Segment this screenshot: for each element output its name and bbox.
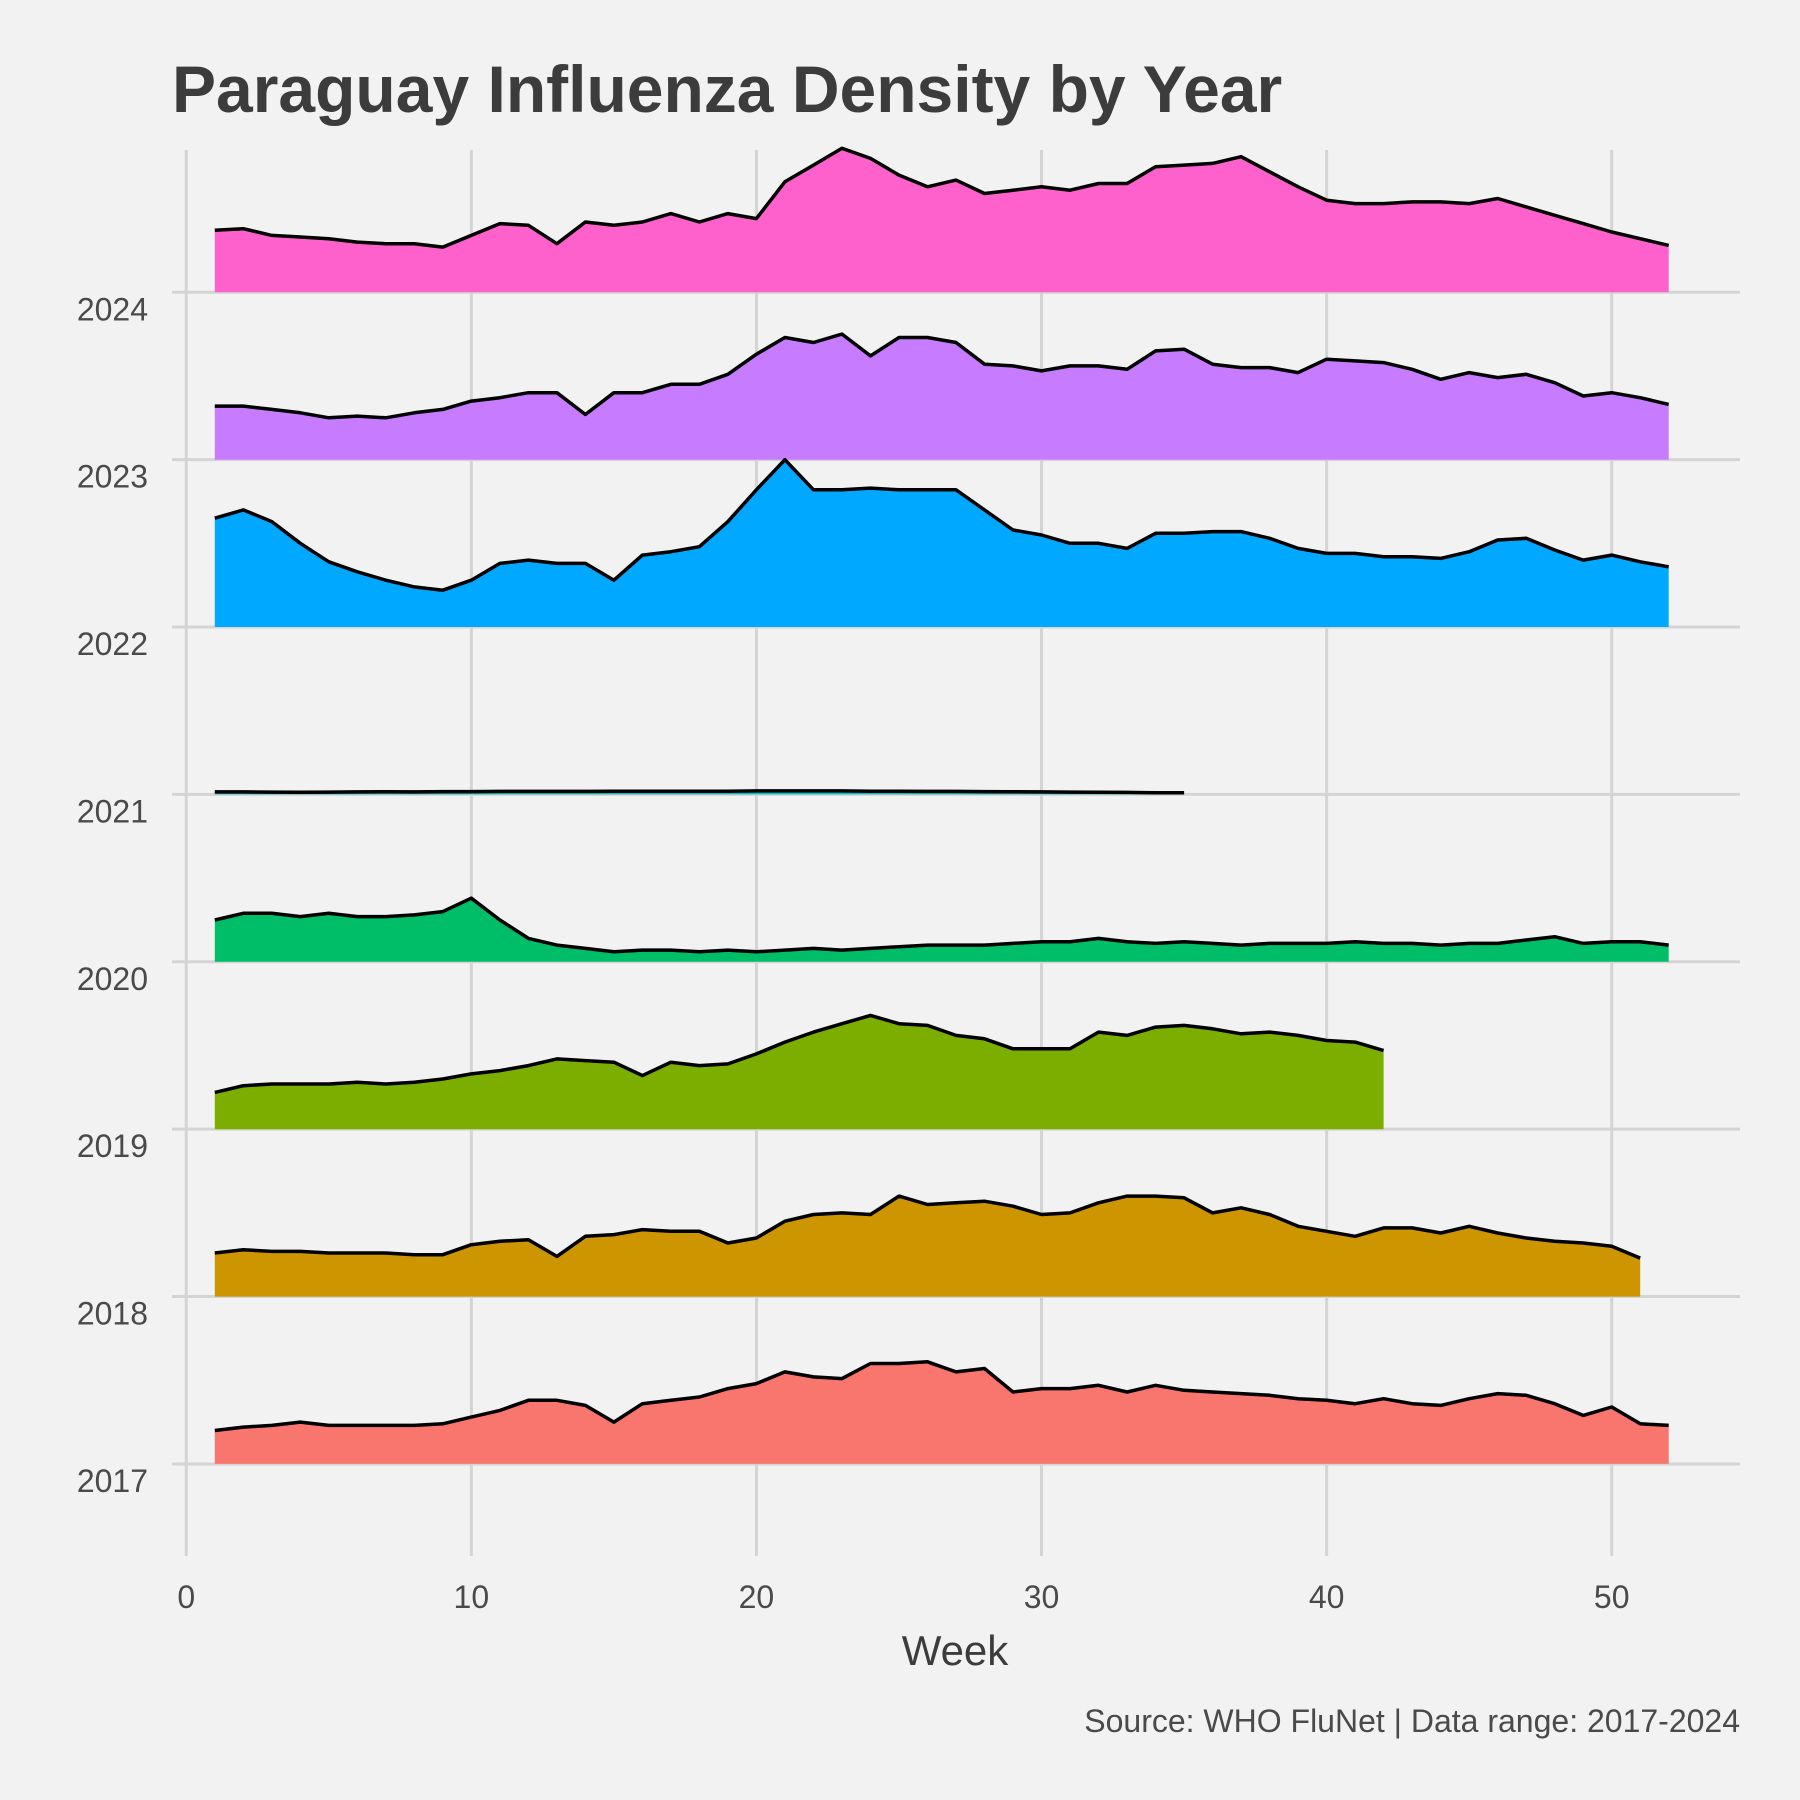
ridge-2022 [214,457,1670,627]
y-tick-label: 2021 [77,793,148,829]
x-tick-label: 30 [1024,1579,1060,1615]
ridge-2023 [214,332,1670,460]
x-axis-label: Week [902,1627,1010,1674]
ridge-area-2017 [214,1361,1669,1464]
ridge-2020 [214,896,1669,962]
chart-caption: Source: WHO FluNet | Data range: 2017-20… [1084,1703,1740,1739]
chart-title: Paraguay Influenza Density by Year [172,52,1282,126]
ridge-2017 [214,1360,1669,1464]
y-tick-label: 2022 [77,626,148,662]
axis-ticks: 0 10 20 30 40 50 2017 2018 2019 2020 2021 2022 2023 2… [77,291,1630,1615]
ridge-line-2019 [214,1013,1385,1095]
ridge-line-2024 [214,146,1670,249]
ridge-area-2022 [214,459,1669,627]
y-tick-label: 2023 [77,459,148,495]
ridge-line-2020 [214,896,1669,954]
y-tick-label: 2019 [77,1128,148,1164]
y-tick-label: 2024 [77,291,148,327]
ridge-area-2020 [214,898,1669,962]
ridge-2018 [214,1194,1641,1297]
x-tick-label: 20 [739,1579,775,1615]
ridge-2024 [214,146,1670,293]
ridge-2019 [214,1013,1385,1130]
y-tick-label: 2020 [77,961,148,997]
x-tick-label: 10 [454,1579,490,1615]
ridge-area-2024 [214,148,1669,293]
ridge-line-2021 [214,789,1185,795]
ridge-area-2023 [214,334,1669,460]
ridge-2021 [214,789,1185,795]
y-tick-label: 2017 [77,1463,148,1499]
ridge-line-2022 [214,457,1670,592]
x-tick-label: 0 [177,1579,195,1615]
ridge-line-2017 [214,1360,1669,1433]
ridge-line-2023 [214,332,1670,420]
x-tick-label: 40 [1309,1579,1345,1615]
ridge-line-2018 [214,1194,1641,1260]
y-tick-label: 2018 [77,1296,148,1332]
ridges [214,146,1670,1464]
x-tick-label: 50 [1594,1579,1630,1615]
ridge-area-2019 [214,1015,1384,1130]
